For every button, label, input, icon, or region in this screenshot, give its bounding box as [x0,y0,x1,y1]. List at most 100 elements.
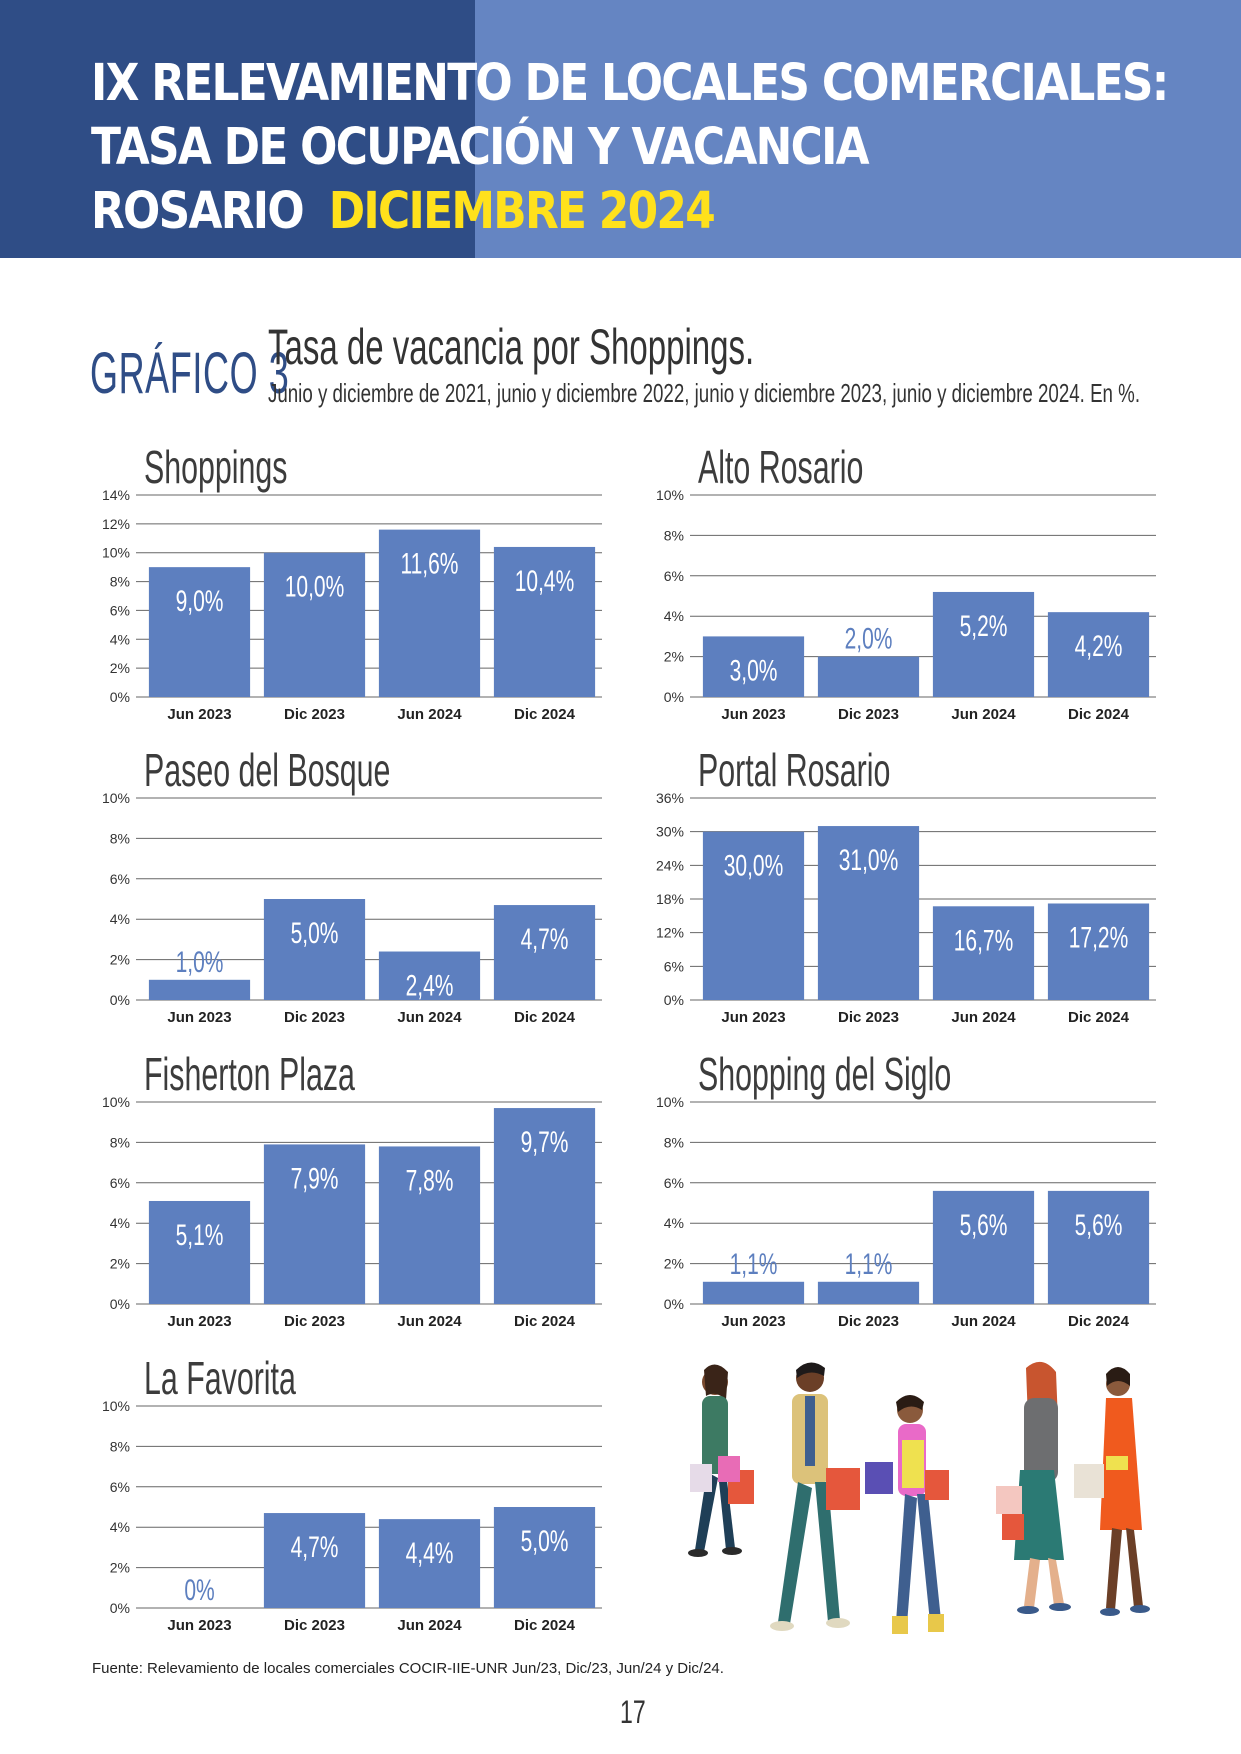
y-tick-label: 6% [110,602,130,618]
x-tick-label: Dic 2024 [514,1313,576,1330]
x-tick-label: Dic 2023 [838,1313,899,1330]
y-tick-label: 4% [664,1215,684,1231]
x-tick-label: Jun 2024 [397,706,462,723]
y-tick-label: 14% [102,487,130,503]
data-label: 4,2% [1075,631,1123,663]
data-label: 9,7% [521,1127,569,1159]
bar-chart: 0% 2% 4% 6% 8% 10% 0% Jun 2023 4,7% Dic 2023 4,4% J… [102,1398,602,1634]
bar-chart: 0% 2% 4% 6% 8% 10% 1,1% Jun 2023 1,1% Dic 2023 5,6… [656,1094,1156,1330]
y-tick-label: 6% [110,1479,130,1495]
data-label: 1,1% [845,1248,893,1280]
bar [702,831,805,1000]
header-title: IX RELEVAMIENTO DE LOCALES COMERCIALES: … [91,52,1241,244]
y-tick-label: 18% [656,891,684,907]
y-tick-label: 2% [664,1256,684,1272]
bar-chart: 0% 2% 4% 6% 8% 10% 12% 14% 9,0% Jun 2023 10,0% Dic … [102,487,602,723]
y-tick-label: 8% [110,1438,130,1454]
y-tick-label: 8% [664,527,684,543]
shopper-figure [770,1362,860,1631]
y-tick-label: 6% [110,871,130,887]
shopper-figure [688,1364,754,1557]
x-tick-label: Jun 2024 [951,1009,1016,1026]
y-tick-label: 10% [656,487,684,503]
header-title-line-2: TASA DE OCUPACIÓN Y VACANCIA [91,118,870,177]
data-label: 10,4% [515,565,575,597]
chart-panel-portal-rosario: Portal Rosario 0% 6% 12% 18% 24% 30% 36% 30,0% J… [646,743,1166,1033]
bar [932,591,1035,697]
data-label: 3,0% [730,655,778,687]
header-title-line-3: ROSARIO DICIEMBRE 2024 [91,180,1168,244]
chart-panel-fisherton-plaza: Fisherton Plaza 0% 2% 4% 6% 8% 10% 5,1% Jun 202… [92,1047,612,1337]
x-tick-label: Jun 2024 [397,1313,462,1330]
figure-subtitle: Junio y diciembre de 2021, junio y dicie… [268,378,1141,408]
y-tick-label: 10% [102,790,130,806]
x-tick-label: Dic 2023 [284,1313,345,1330]
y-tick-label: 4% [110,1519,130,1535]
figure-title: Tasa de vacancia por Shoppings. [268,319,755,375]
bar-chart: 0% 2% 4% 6% 8% 10% 1,0% Jun 2023 5,0% Dic 2023 2,4… [102,790,602,1026]
x-tick-label: Dic 2023 [284,1617,345,1634]
x-tick-label: Dic 2023 [284,1009,345,1026]
data-label: 4,7% [291,1532,339,1564]
x-tick-label: Jun 2023 [721,706,785,723]
x-tick-label: Jun 2023 [721,1313,785,1330]
data-label: 2,0% [845,623,893,655]
x-tick-label: Dic 2024 [1068,1009,1130,1026]
y-tick-label: 2% [110,1560,130,1576]
bar [493,905,596,1000]
bar [493,546,596,697]
data-label: 4,7% [521,924,569,956]
bar [263,1144,366,1304]
y-tick-label: 6% [110,1175,130,1191]
data-label: 7,8% [406,1165,454,1197]
chart-panel-shopping-del-siglo: Shopping del Siglo 0% 2% 4% 6% 8% 10% 1,1% Jun … [646,1047,1166,1337]
bar [932,906,1035,1000]
y-tick-label: 4% [110,1215,130,1231]
bar [493,1108,596,1304]
y-tick-label: 0% [664,1296,684,1312]
data-label: 7,9% [291,1163,339,1195]
bar [1047,903,1150,1000]
data-label: 30,0% [724,850,784,882]
bar [378,1146,481,1304]
x-tick-label: Dic 2024 [1068,1313,1130,1330]
y-tick-label: 0% [664,992,684,1008]
y-tick-label: 2% [110,660,130,676]
bar [702,636,805,697]
bar [148,1200,251,1304]
data-label: 5,2% [960,610,1008,642]
x-tick-label: Dic 2024 [514,1009,576,1026]
x-tick-label: Jun 2024 [397,1009,462,1026]
y-tick-label: 4% [110,631,130,647]
y-tick-label: 12% [656,925,684,941]
y-tick-label: 8% [664,1134,684,1150]
data-label: 5,6% [1075,1209,1123,1241]
data-label: 1,1% [730,1248,778,1280]
bar [263,552,366,697]
bar [817,656,920,697]
y-tick-label: 4% [110,911,130,927]
bar [378,529,481,697]
data-label: 9,0% [176,586,224,618]
x-tick-label: Jun 2024 [397,1617,462,1634]
y-tick-label: 0% [664,689,684,705]
chart-title: Shoppings [144,441,288,493]
y-tick-label: 6% [664,958,684,974]
header-date: DICIEMBRE 2024 [328,182,716,241]
y-tick-label: 0% [110,689,130,705]
bar-chart: 0% 2% 4% 6% 8% 10% 3,0% Jun 2023 2,0% Dic 2023 5,2… [656,487,1156,723]
shoppers-illustration [688,1361,1150,1634]
chart-panel-shoppings: Shoppings 0% 2% 4% 6% 8% 10% 12% 14% 9,0% Jun 202… [92,440,612,730]
y-tick-label: 8% [110,1134,130,1150]
bar [1047,612,1150,697]
chart-title: Paseo del Bosque [144,744,391,796]
x-tick-label: Jun 2023 [167,1313,231,1330]
bar [378,1519,481,1608]
y-tick-label: 36% [656,790,684,806]
data-label: 16,7% [954,925,1014,957]
header-banner-dark-band [0,0,475,258]
bar [378,951,481,1000]
x-tick-label: Jun 2024 [951,706,1016,723]
header-banner: IX RELEVAMIENTO DE LOCALES COMERCIALES: … [0,0,1241,258]
bar [817,1281,920,1304]
